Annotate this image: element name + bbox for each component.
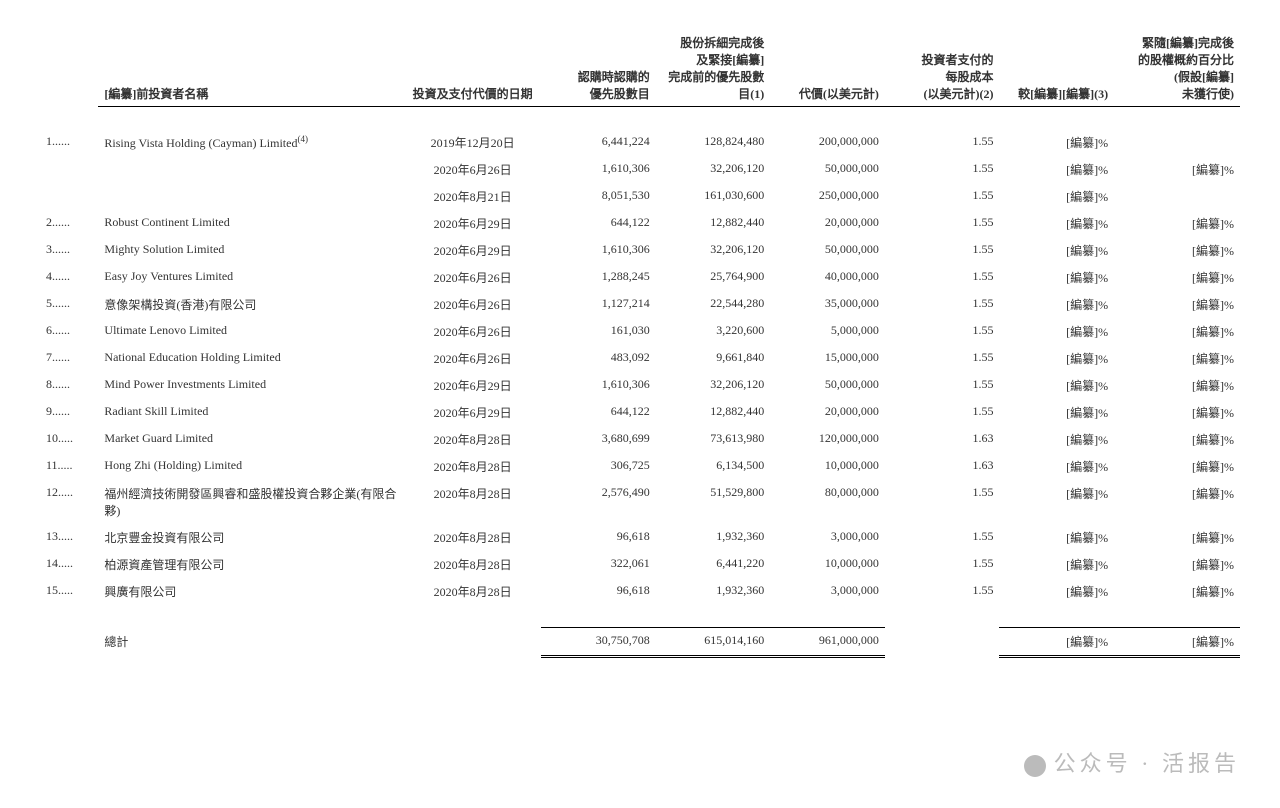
table-row: 13.....北京豐金投資有限公司2020年8月28日96,6181,932,3… bbox=[40, 524, 1240, 551]
table-row: 1......Rising Vista Holding (Cayman) Lim… bbox=[40, 129, 1240, 156]
table-row: 2020年8月21日8,051,530161,030,600250,000,00… bbox=[40, 183, 1240, 210]
table-row: 6......Ultimate Lenovo Limited2020年6月26日… bbox=[40, 318, 1240, 345]
table-row: 3......Mighty Solution Limited2020年6月29日… bbox=[40, 237, 1240, 264]
col-shares-post: 股份拆細完成後及緊接[編纂]完成前的優先股數目(1) bbox=[656, 30, 771, 107]
col-cost-per-share: 投資者支付的每股成本(以美元計)(2) bbox=[885, 30, 1000, 107]
table-row: 11.....Hong Zhi (Holding) Limited2020年8月… bbox=[40, 453, 1240, 480]
table-row: 2......Robust Continent Limited2020年6月29… bbox=[40, 210, 1240, 237]
table-row: 10.....Market Guard Limited2020年8月28日3,6… bbox=[40, 426, 1240, 453]
table-row: 5......意像架構投資(香港)有限公司2020年6月26日1,127,214… bbox=[40, 291, 1240, 318]
total-c2: 615,014,160 bbox=[656, 628, 771, 657]
table-row: 9......Radiant Skill Limited2020年6月29日64… bbox=[40, 399, 1240, 426]
total-c3: 961,000,000 bbox=[770, 628, 885, 657]
col-consideration: 代價(以美元計) bbox=[770, 30, 885, 107]
col-shares-sub: 認購時認購的優先股數目 bbox=[541, 30, 656, 107]
total-label: 總計 bbox=[98, 628, 404, 657]
table-row: 14.....柏源資產管理有限公司2020年8月28日322,0616,441,… bbox=[40, 551, 1240, 578]
total-c6: [編纂]% bbox=[1114, 628, 1240, 657]
table-row: 15.....興廣有限公司2020年8月28日96,6181,932,3603,… bbox=[40, 578, 1240, 605]
col-date: 投資及支付代價的日期 bbox=[404, 30, 541, 107]
watermark: 公众号 · 活报告 bbox=[1024, 746, 1240, 778]
col-pct-post: 緊隨[編纂]完成後的股權概約百分比(假設[編纂]未獲行使) bbox=[1114, 30, 1240, 107]
col-investor-name: [編纂]前投資者名稱 bbox=[98, 30, 404, 107]
total-c5: [編纂]% bbox=[999, 628, 1114, 657]
col-pct-vs: 較[編纂][編纂](3) bbox=[999, 30, 1114, 107]
table-row: 4......Easy Joy Ventures Limited2020年6月2… bbox=[40, 264, 1240, 291]
table-row: 7......National Education Holding Limite… bbox=[40, 345, 1240, 372]
total-c1: 30,750,708 bbox=[541, 628, 656, 657]
investor-table: [編纂]前投資者名稱 投資及支付代價的日期 認購時認購的優先股數目 股份拆細完成… bbox=[40, 30, 1240, 658]
wechat-icon bbox=[1024, 755, 1046, 777]
table-row: 12.....福州經濟技術開發區興睿和盛股權投資合夥企業(有限合夥)2020年8… bbox=[40, 480, 1240, 524]
table-row: 8......Mind Power Investments Limited202… bbox=[40, 372, 1240, 399]
table-row: 2020年6月26日1,610,30632,206,12050,000,0001… bbox=[40, 156, 1240, 183]
